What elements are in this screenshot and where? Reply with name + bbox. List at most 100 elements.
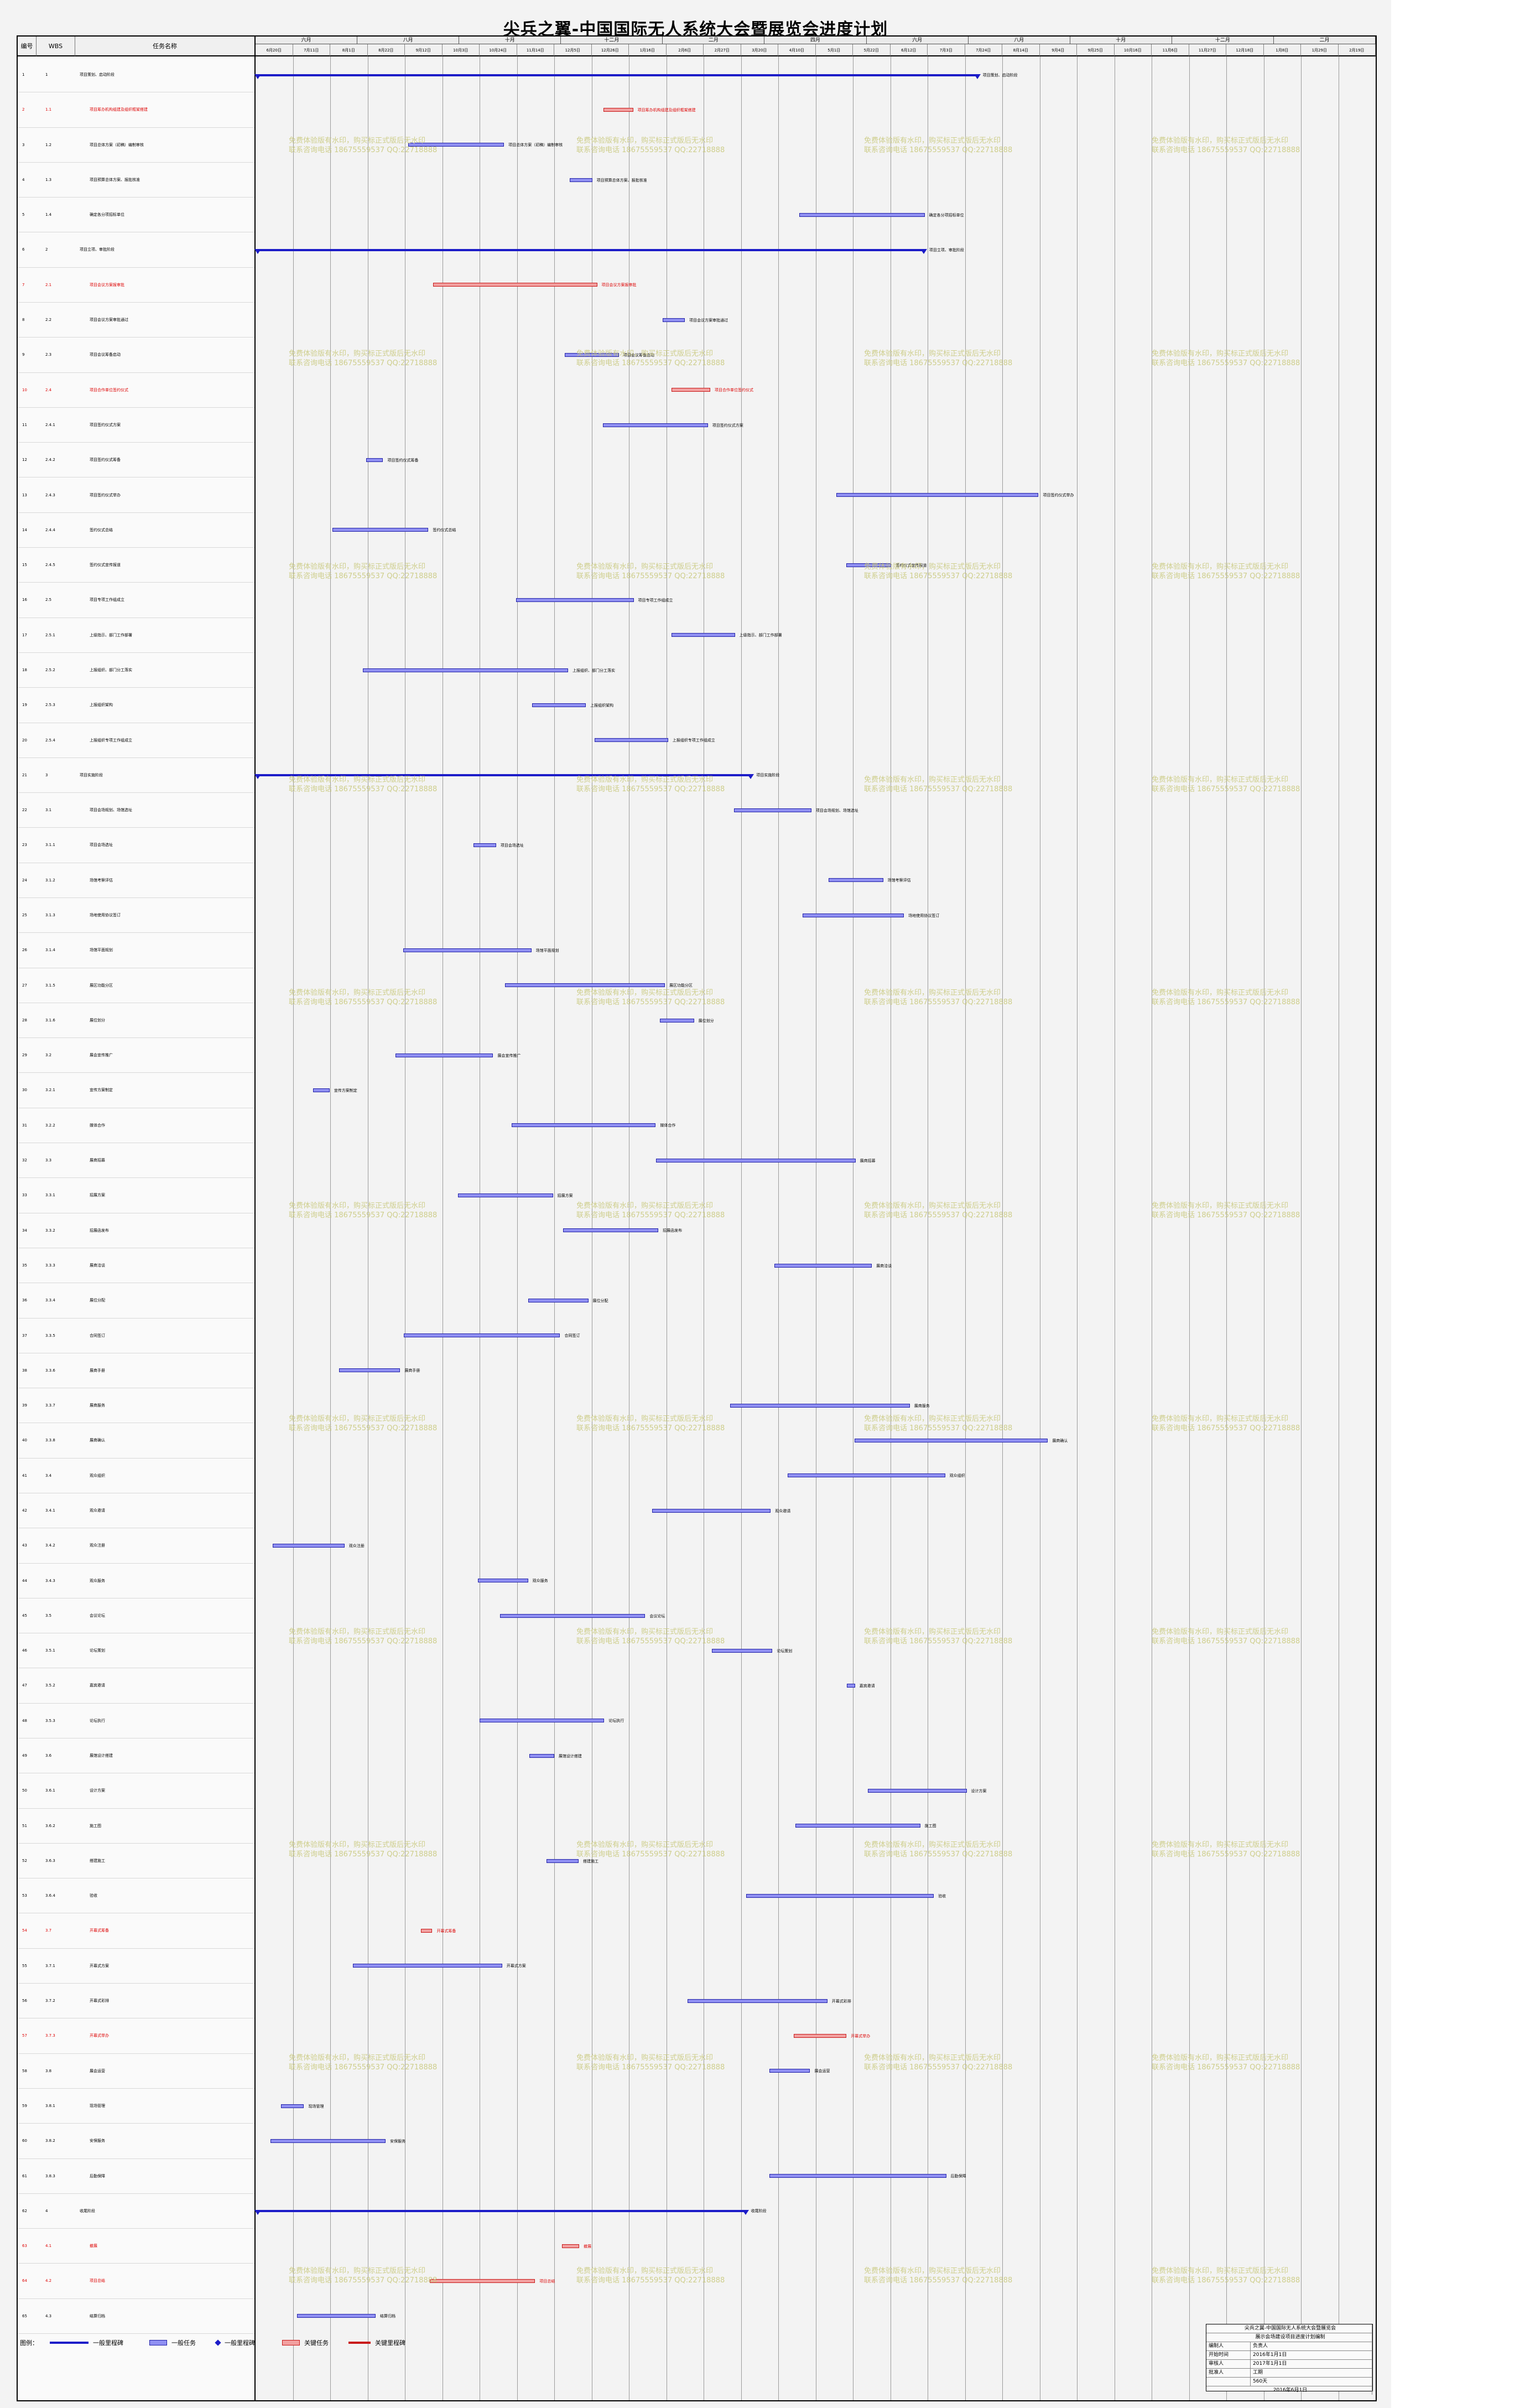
task-bar[interactable] xyxy=(297,2314,376,2318)
task-row[interactable]: 28 3.1.6 展位划分 xyxy=(18,1003,254,1039)
task-bar[interactable] xyxy=(788,1473,945,1478)
task-bar[interactable] xyxy=(403,948,532,952)
task-row[interactable]: 61 3.8.3 后勤保障 xyxy=(18,2159,254,2194)
task-row[interactable]: 32 3.3 展商招募 xyxy=(18,1143,254,1179)
task-bar[interactable] xyxy=(408,143,504,147)
task-row[interactable]: 18 2.5.2 上报组织、部门分工落实 xyxy=(18,653,254,688)
task-row[interactable]: 39 3.3.7 展商服务 xyxy=(18,1388,254,1424)
task-row[interactable]: 55 3.7.1 开幕式方案 xyxy=(18,1949,254,1984)
task-row[interactable]: 33 3.3.1 招展方案 xyxy=(18,1178,254,1213)
task-bar[interactable] xyxy=(332,528,429,532)
task-bar[interactable] xyxy=(746,1893,934,1898)
task-row[interactable]: 41 3.4 观众组织 xyxy=(18,1459,254,1493)
task-row[interactable]: 65 4.3 结算归档 xyxy=(18,2299,254,2334)
task-row[interactable]: 24 3.1.2 场馆考察评估 xyxy=(18,863,254,898)
task-row[interactable]: 20 2.5.4 上报组织专项工作组成立 xyxy=(18,723,254,758)
task-bar[interactable] xyxy=(528,1298,589,1302)
task-row[interactable]: 40 3.3.8 展商确认 xyxy=(18,1423,254,1459)
task-bar[interactable] xyxy=(569,178,592,182)
critical-task-bar[interactable] xyxy=(430,2279,535,2284)
task-bar[interactable] xyxy=(512,1123,656,1128)
task-row[interactable]: 51 3.6.2 施工图 xyxy=(18,1809,254,1844)
summary-bar[interactable] xyxy=(257,774,752,777)
task-row[interactable]: 47 3.5.2 嘉宾邀请 xyxy=(18,1668,254,1704)
task-bar[interactable] xyxy=(663,318,685,322)
task-bar[interactable] xyxy=(733,808,811,812)
task-row[interactable]: 42 3.4.1 观众邀请 xyxy=(18,1493,254,1529)
task-row[interactable]: 64 4.2 项目总结 xyxy=(18,2264,254,2299)
task-bar[interactable] xyxy=(270,2139,386,2143)
task-bar[interactable] xyxy=(280,2104,304,2108)
task-bar[interactable] xyxy=(362,668,569,672)
task-bar[interactable] xyxy=(403,1333,560,1338)
task-bar[interactable] xyxy=(313,1088,330,1093)
task-bar[interactable] xyxy=(836,493,1039,497)
task-row[interactable]: 48 3.5.3 论坛执行 xyxy=(18,1704,254,1739)
task-row[interactable]: 2 1.1 项目筹办机构组建及组织框架搭建 xyxy=(18,92,254,128)
task-row[interactable]: 6 2 项目立项、审批阶段 xyxy=(18,232,254,268)
task-bar[interactable] xyxy=(595,738,668,743)
task-bar[interactable] xyxy=(868,1788,967,1793)
task-row[interactable]: 36 3.3.4 展位分配 xyxy=(18,1283,254,1319)
task-bar[interactable] xyxy=(505,983,665,988)
critical-task-bar[interactable] xyxy=(420,1929,433,1933)
task-row[interactable]: 53 3.6.4 验收 xyxy=(18,1878,254,1914)
critical-task-bar[interactable] xyxy=(793,2034,847,2038)
task-bar[interactable] xyxy=(774,1263,872,1268)
task-bar[interactable] xyxy=(769,2174,946,2178)
task-bar[interactable] xyxy=(603,423,708,427)
task-bar[interactable] xyxy=(652,1508,771,1513)
task-bar[interactable] xyxy=(457,1193,553,1197)
task-row[interactable]: 49 3.6 展馆设计搭建 xyxy=(18,1738,254,1774)
critical-task-bar[interactable] xyxy=(433,283,597,287)
task-bar[interactable] xyxy=(366,458,383,462)
task-row[interactable]: 60 3.8.2 安保服务 xyxy=(18,2124,254,2159)
task-bar[interactable] xyxy=(688,1999,827,2003)
task-row[interactable]: 3 1.2 项目总体方案（初稿）编制审核 xyxy=(18,128,254,163)
task-row[interactable]: 30 3.2.1 宣传方案制定 xyxy=(18,1073,254,1108)
task-bar[interactable] xyxy=(854,1439,1048,1443)
task-row[interactable]: 31 3.2.2 媒体合作 xyxy=(18,1108,254,1144)
task-bar[interactable] xyxy=(479,1719,605,1723)
task-row[interactable]: 16 2.5 项目专项工作组成立 xyxy=(18,583,254,618)
task-row[interactable]: 22 3.1 项目会场规划、场馆选址 xyxy=(18,793,254,828)
task-bar[interactable] xyxy=(516,598,634,603)
task-bar[interactable] xyxy=(660,1018,694,1023)
summary-bar[interactable] xyxy=(257,2210,747,2213)
task-row[interactable]: 59 3.8.1 现场管理 xyxy=(18,2089,254,2124)
task-row[interactable]: 25 3.1.3 场地使用协议签订 xyxy=(18,898,254,933)
task-row[interactable]: 15 2.4.5 签约仪式宣传报道 xyxy=(18,548,254,583)
task-bar[interactable] xyxy=(847,1684,855,1688)
task-row[interactable]: 9 2.3 项目会议筹备启动 xyxy=(18,338,254,373)
task-bar[interactable] xyxy=(478,1579,528,1583)
task-row[interactable]: 23 3.1.1 项目会场选址 xyxy=(18,828,254,863)
task-row[interactable]: 43 3.4.2 观众注册 xyxy=(18,1528,254,1564)
critical-task-bar[interactable] xyxy=(603,107,633,112)
task-bar[interactable] xyxy=(529,1753,554,1758)
critical-task-bar[interactable] xyxy=(672,388,710,392)
task-bar[interactable] xyxy=(799,212,925,217)
task-row[interactable]: 27 3.1.5 展区功能分区 xyxy=(18,968,254,1003)
task-bar[interactable] xyxy=(272,1543,345,1548)
task-row[interactable]: 19 2.5.3 上报组织架构 xyxy=(18,688,254,723)
task-bar[interactable] xyxy=(828,878,883,883)
task-bar[interactable] xyxy=(769,2069,810,2073)
task-row[interactable]: 5 1.4 确定各分项招标单位 xyxy=(18,198,254,233)
task-row[interactable]: 17 2.5.1 上级指示、部门工作部署 xyxy=(18,618,254,653)
task-bar[interactable] xyxy=(730,1403,910,1408)
task-bar[interactable] xyxy=(339,1368,400,1373)
task-bar[interactable] xyxy=(712,1648,773,1653)
task-row[interactable]: 57 3.7.3 开幕式举办 xyxy=(18,2018,254,2054)
task-row[interactable]: 26 3.1.4 场馆平面规划 xyxy=(18,933,254,968)
task-row[interactable]: 38 3.3.6 展商手册 xyxy=(18,1353,254,1389)
task-row[interactable]: 10 2.4 项目合作单位签约仪式 xyxy=(18,373,254,408)
summary-bar[interactable] xyxy=(257,249,925,252)
task-bar[interactable] xyxy=(395,1053,493,1057)
task-bar[interactable] xyxy=(672,633,735,637)
task-row[interactable]: 29 3.2 展会宣传推广 xyxy=(18,1038,254,1073)
task-row[interactable]: 12 2.4.2 项目签约仪式筹备 xyxy=(18,443,254,478)
task-bar[interactable] xyxy=(563,1228,659,1233)
task-row[interactable]: 45 3.5 会议论坛 xyxy=(18,1599,254,1634)
task-row[interactable]: 63 4.1 撤展 xyxy=(18,2229,254,2264)
task-bar[interactable] xyxy=(353,1964,502,1968)
